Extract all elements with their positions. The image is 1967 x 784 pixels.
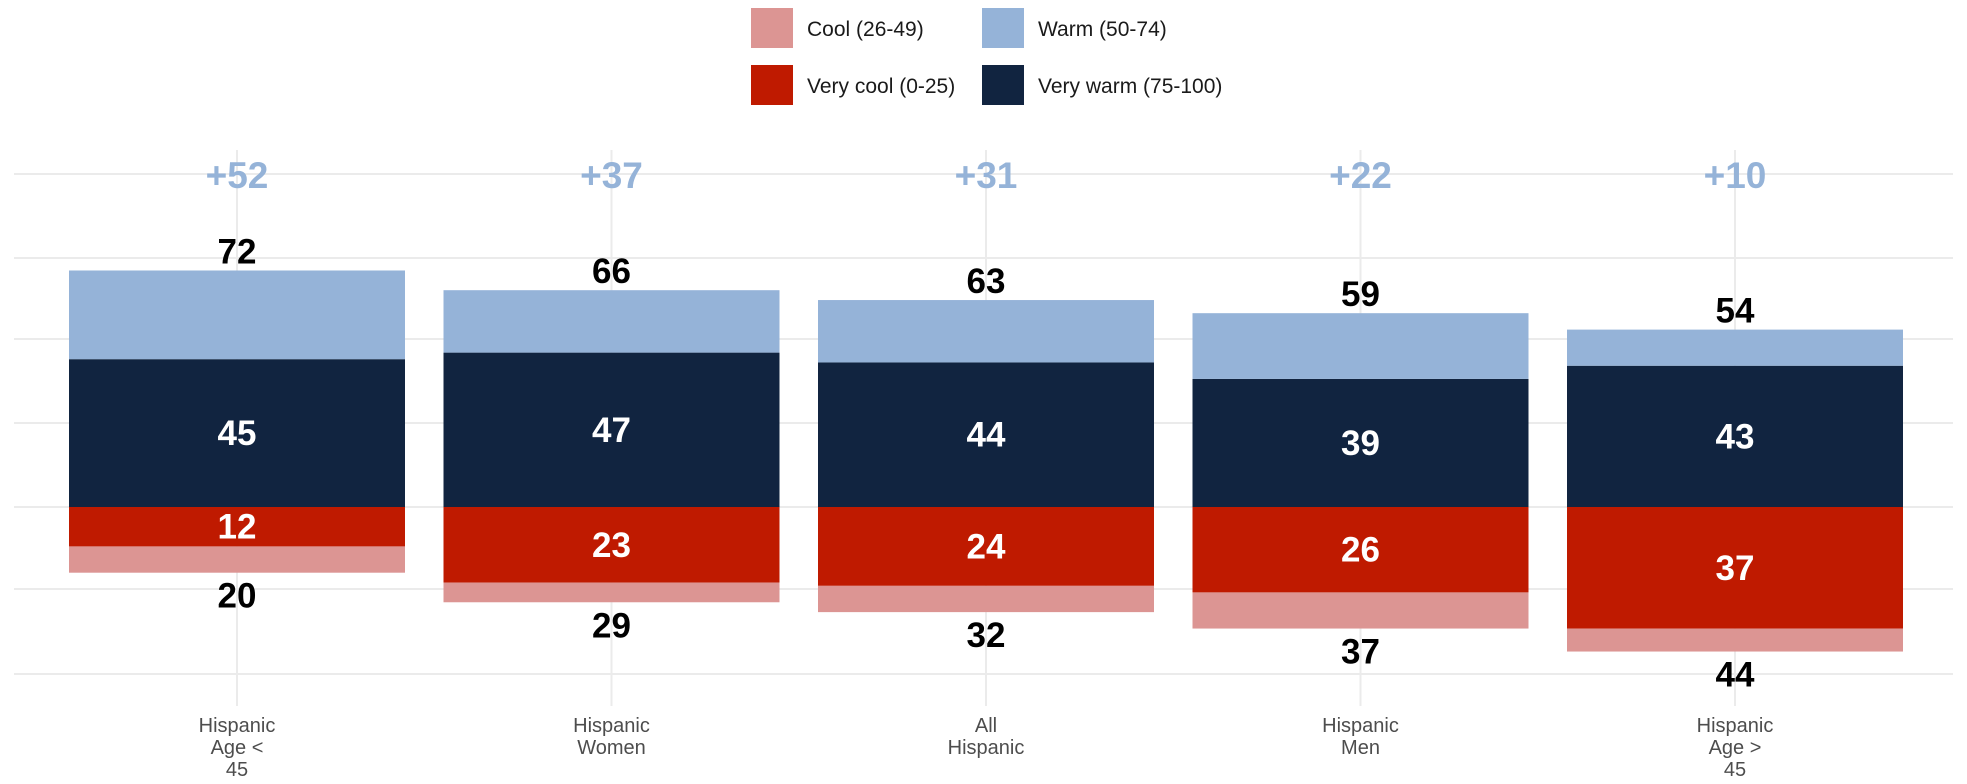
data-label-very-warm: 45 — [218, 414, 257, 453]
data-label-warm-total: 63 — [967, 262, 1006, 301]
bar-warm — [69, 270, 405, 360]
bar-very-warm — [1192, 378, 1529, 507]
bar-cool — [1192, 592, 1529, 629]
x-tick-label-line: Women — [577, 737, 646, 759]
bar-cool — [818, 585, 1154, 613]
data-label-very-cool: 12 — [218, 508, 257, 547]
bar-warm — [1567, 329, 1903, 366]
bar-very-cool — [818, 507, 1154, 586]
legend-label-warm: Warm (50-74) — [1038, 18, 1167, 41]
data-label-net: +37 — [580, 155, 643, 196]
data-label-cool-total: 37 — [1341, 633, 1380, 672]
x-tick-label-line: 45 — [1724, 759, 1746, 781]
data-label-net: +10 — [1704, 155, 1767, 196]
data-label-very-warm: 43 — [1716, 417, 1755, 456]
x-tick-label: Hispanic Age >45 — [1697, 715, 1774, 781]
data-label-very-cool: 23 — [592, 526, 631, 565]
data-label-net: +22 — [1329, 155, 1392, 196]
data-label-very-warm: 44 — [967, 416, 1006, 455]
bar-very-warm — [1567, 365, 1903, 507]
data-label-cool-total: 20 — [218, 577, 257, 616]
bar-very-warm — [818, 362, 1154, 507]
x-tick-label-line: Hispanic — [199, 715, 276, 737]
legend-label-very-warm: Very warm (75-100) — [1038, 75, 1222, 98]
bar-cool — [1567, 628, 1903, 652]
x-tick-label-line: Hispanic — [1322, 715, 1399, 737]
bar-cool — [443, 582, 780, 603]
x-tick-label-line: All — [975, 715, 997, 737]
data-label-cool-total: 44 — [1716, 656, 1755, 695]
bar-warm — [443, 290, 780, 353]
bars — [69, 270, 1903, 652]
data-label-very-cool: 26 — [1341, 531, 1380, 570]
x-tick-label: Hispanic Age <45 — [199, 715, 276, 781]
x-tick-label-line: Hispanic — [573, 715, 650, 737]
legend-swatch-very-cool — [751, 65, 793, 105]
x-tick-label: Hispanic Women — [573, 715, 650, 759]
data-label-net: +52 — [206, 155, 269, 196]
x-tick-label-line: Men — [1341, 737, 1380, 759]
data-label-cool-total: 32 — [967, 616, 1006, 655]
bar-warm — [818, 300, 1154, 363]
x-tick-label-line: Hispanic — [948, 737, 1025, 759]
data-label-very-cool: 37 — [1716, 549, 1755, 588]
bar-very-warm — [69, 359, 405, 507]
data-label-warm-total: 59 — [1341, 275, 1380, 314]
legend-label-cool: Cool (26-49) — [807, 18, 924, 41]
data-label-warm-total: 66 — [592, 252, 631, 291]
bar-very-cool — [1192, 507, 1529, 593]
legend-swatch-warm — [982, 8, 1024, 48]
legend-swatch-very-warm — [982, 65, 1024, 105]
data-label-very-cool: 24 — [967, 527, 1006, 566]
data-label-cool-total: 29 — [592, 606, 631, 645]
bar-warm — [1192, 313, 1529, 379]
bar-very-cool — [69, 507, 405, 547]
data-label-warm-total: 54 — [1716, 292, 1755, 331]
bar-very-cool — [1567, 507, 1903, 629]
data-label-very-warm: 39 — [1341, 424, 1380, 463]
data-label-warm-total: 72 — [218, 232, 257, 271]
x-tick-label: All Hispanic — [948, 715, 1025, 759]
x-tick-label-line: Age < — [211, 737, 264, 759]
legend-label-very-cool: Very cool (0-25) — [807, 75, 955, 98]
x-tick-label: Hispanic Men — [1322, 715, 1399, 759]
bar-cool — [69, 546, 405, 573]
data-label-net: +31 — [955, 155, 1018, 196]
legend-swatch-cool — [751, 8, 793, 48]
x-tick-label-line: 45 — [226, 759, 248, 781]
bar-very-warm — [443, 352, 780, 507]
data-label-very-warm: 47 — [592, 411, 631, 450]
x-tick-label-line: Age > — [1709, 737, 1762, 759]
legend: Cool (26-49) Warm (50-74) Very cool (0-25)… — [751, 8, 1222, 105]
x-tick-label-line: Hispanic — [1697, 715, 1774, 737]
bar-very-cool — [443, 507, 780, 583]
